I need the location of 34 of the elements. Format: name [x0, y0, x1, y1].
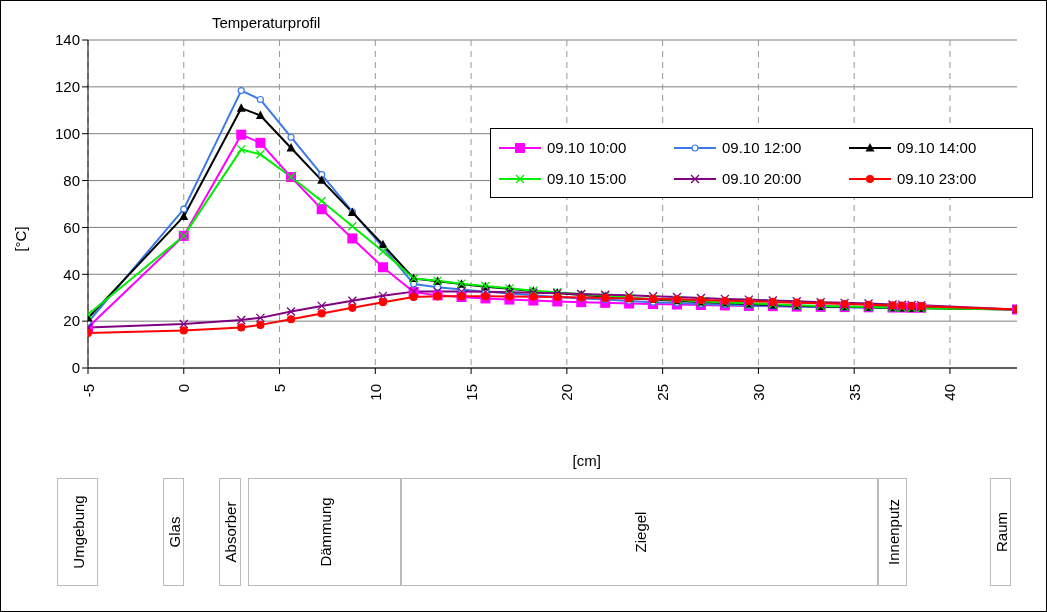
y-tick-label: 140	[54, 31, 80, 49]
y-axis-title: [°C]	[12, 226, 30, 252]
legend-label: 09.10 23:00	[897, 170, 977, 187]
text: Dämmung	[316, 497, 333, 567]
x-tick-label: 15	[462, 384, 480, 401]
legend-label: 09.10 20:00	[722, 170, 802, 187]
text: Glas	[165, 516, 182, 548]
x-tick-label: -5	[79, 384, 97, 398]
text: Innenputz	[884, 499, 901, 565]
chart-title: Temperaturprofil	[212, 14, 321, 31]
y-tick-label: 40	[63, 265, 80, 283]
x-tick-label: 10	[366, 384, 384, 401]
text: Ziegel	[631, 511, 648, 553]
x-axis-title: [cm]	[572, 452, 601, 469]
text: Absorber	[221, 501, 239, 563]
text: Umgebung	[69, 495, 86, 569]
text: Raum	[992, 511, 1009, 553]
y-tick-label: 20	[63, 312, 80, 330]
legend-label: 09.10 10:00	[547, 139, 627, 156]
x-tick-label: 25	[654, 384, 672, 401]
y-tick-label: 100	[54, 125, 80, 143]
x-tick-label: 40	[941, 384, 959, 401]
legend-label: 09.10 15:00	[547, 170, 627, 187]
y-tick-label: 0	[71, 359, 80, 377]
y-tick-label: 120	[54, 78, 80, 96]
x-tick-label: 5	[271, 384, 289, 393]
legend-label: 09.10 14:00	[897, 139, 977, 156]
legend-label: 09.10 12:00	[722, 139, 802, 156]
x-tick-label: 30	[749, 384, 767, 401]
x-tick-label: 20	[558, 384, 576, 401]
x-tick-label: 0	[175, 384, 193, 393]
x-tick-label: 35	[845, 384, 863, 401]
y-tick-label: 60	[63, 218, 80, 236]
y-tick-label: 80	[63, 171, 80, 189]
